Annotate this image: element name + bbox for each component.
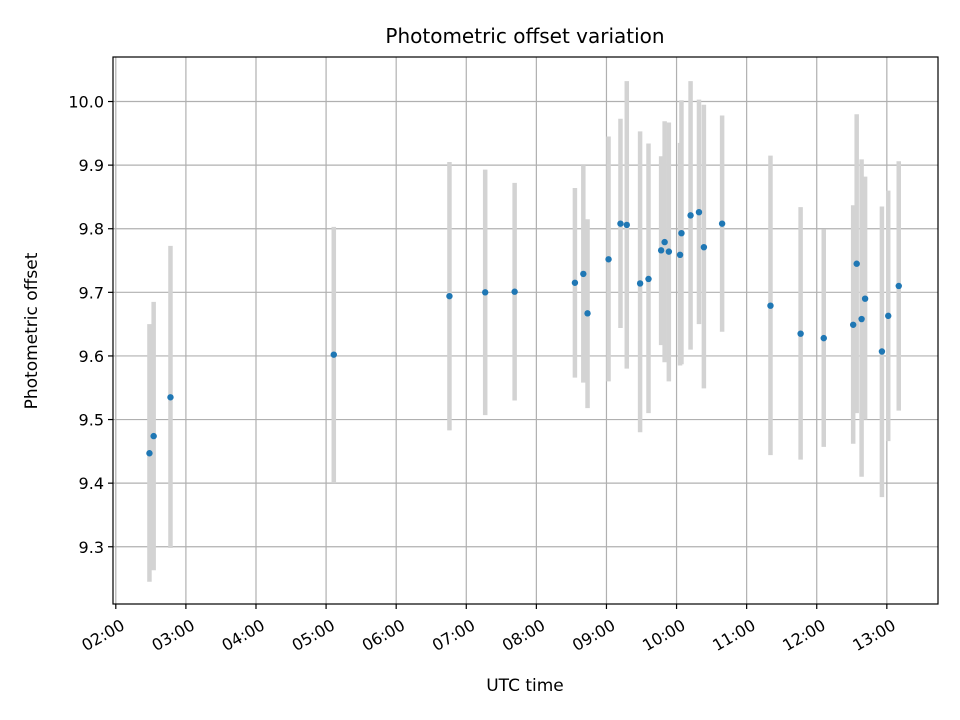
- data-point: [678, 229, 685, 237]
- grid: [113, 57, 938, 604]
- data-point: [849, 321, 857, 328]
- data-point: [167, 394, 174, 401]
- data-point: [657, 247, 665, 254]
- data-points: [146, 208, 902, 457]
- data-point: [878, 348, 886, 355]
- y-tick-label: 9.9: [79, 156, 104, 175]
- data-point: [695, 208, 703, 216]
- data-point: [767, 302, 774, 309]
- data-point: [146, 450, 153, 457]
- data-point: [481, 289, 489, 296]
- data-point: [700, 243, 708, 251]
- y-tick-label: 9.8: [79, 220, 104, 239]
- data-point: [676, 251, 684, 259]
- data-point: [446, 292, 453, 300]
- x-axis-label: UTC time: [486, 676, 564, 696]
- y-tick-label: 9.4: [79, 474, 104, 493]
- y-axis-label: Photometric offset: [22, 252, 42, 409]
- data-point: [895, 282, 902, 290]
- data-point: [330, 351, 337, 358]
- data-point: [687, 212, 694, 219]
- data-point: [853, 260, 860, 267]
- data-point: [885, 312, 892, 320]
- data-point: [617, 220, 624, 227]
- y-tick-label: 9.6: [79, 347, 104, 366]
- chart-title: Photometric offset variation: [385, 24, 664, 48]
- data-point: [718, 220, 726, 227]
- data-point: [584, 310, 591, 317]
- data-point: [571, 279, 579, 286]
- data-point: [645, 275, 652, 283]
- y-tick-label: 9.3: [79, 538, 104, 557]
- data-point: [661, 238, 668, 246]
- y-tick-label: 9.5: [79, 411, 104, 430]
- data-point: [797, 330, 804, 337]
- data-point: [636, 280, 644, 287]
- data-point: [605, 256, 612, 263]
- plot-frame: [112, 56, 939, 605]
- data-point: [858, 315, 865, 323]
- data-point: [511, 288, 518, 295]
- data-point: [820, 334, 827, 342]
- data-point: [861, 295, 869, 302]
- y-tick-label: 10.0: [68, 93, 104, 112]
- y-tick-label: 9.7: [79, 283, 104, 302]
- data-point: [150, 432, 157, 440]
- data-point: [665, 248, 673, 255]
- data-point: [623, 221, 630, 229]
- data-point: [580, 270, 587, 278]
